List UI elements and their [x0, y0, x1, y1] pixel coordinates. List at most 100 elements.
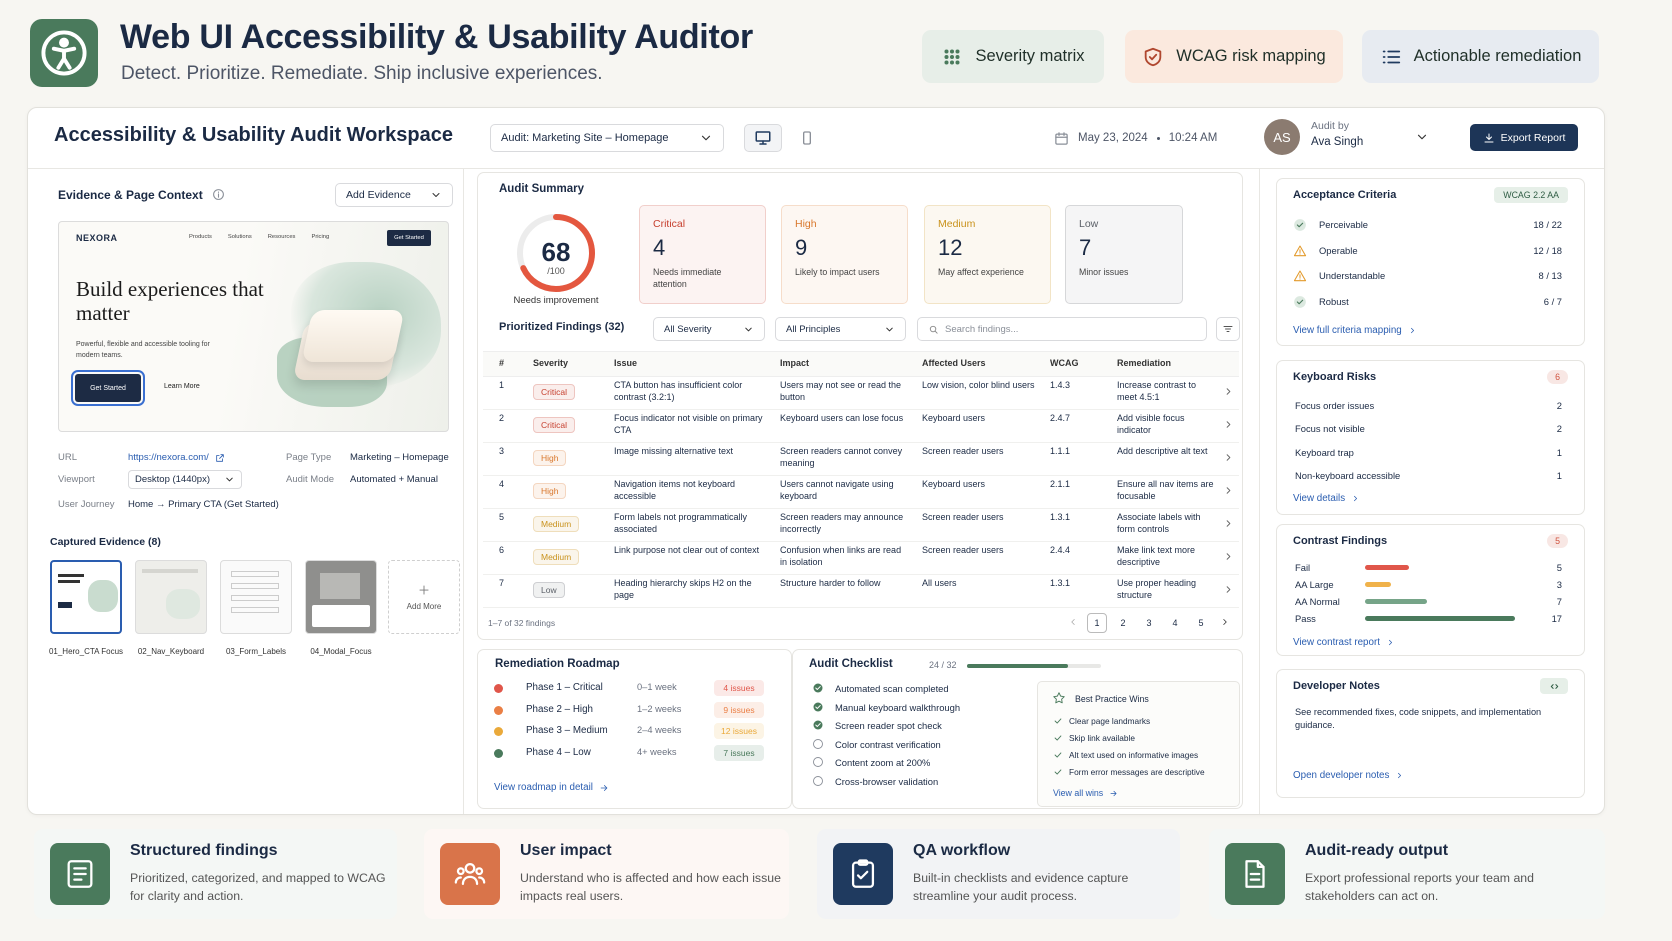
icon[interactable] — [1223, 518, 1234, 529]
divider — [28, 168, 1604, 169]
icon-part — [1293, 245, 1307, 256]
icon-part — [1388, 639, 1392, 646]
icon-part — [1484, 133, 1494, 142]
icon — [1053, 716, 1063, 726]
icon — [1386, 638, 1395, 647]
filter-dropdown[interactable]: All Principles — [775, 317, 906, 341]
table-footer: 1–7 of 32 findings — [488, 618, 556, 628]
page-button[interactable]: 4 — [1172, 618, 1178, 628]
section-title: Captured Evidence (8) — [50, 536, 161, 548]
search-placeholder: Search findings... — [945, 323, 1019, 335]
table-cell: Image missing alternative text — [614, 446, 734, 456]
audit-datetime: May 23, 2024 10:24 AM — [1054, 128, 1217, 148]
table-cell: Focus indicator not visible on primary C… — [614, 413, 763, 435]
context-label: Page Type — [286, 452, 332, 463]
contrast-bar — [1365, 616, 1515, 621]
thumb-art — [88, 580, 118, 612]
icon[interactable] — [1223, 452, 1234, 463]
phase-dot — [494, 748, 503, 758]
icon[interactable] — [1223, 419, 1234, 430]
icon-part — [1145, 47, 1162, 66]
phase-name: Phase 4 – Low — [526, 746, 591, 758]
icon-part — [1398, 772, 1402, 779]
audit-select[interactable]: Audit: Marketing Site – Homepage — [490, 124, 724, 152]
evidence-thumbnail[interactable] — [135, 560, 207, 634]
page-button[interactable]: 3 — [1146, 618, 1152, 628]
contrast-name: Pass — [1295, 613, 1316, 624]
icon-part — [59, 37, 69, 48]
page-button[interactable]: 2 — [1120, 618, 1126, 628]
feature-icon — [1225, 843, 1285, 905]
icon[interactable] — [1220, 617, 1230, 627]
add-more-label: Add More — [406, 602, 442, 611]
desktop-view-button[interactable] — [744, 124, 782, 152]
severity-card: Low 7 Minor issues — [1065, 205, 1183, 304]
icon[interactable] — [1223, 386, 1234, 397]
filter-dropdown[interactable]: All Severity — [653, 317, 765, 341]
card-link[interactable]: View details — [1293, 493, 1360, 504]
icon — [812, 701, 824, 713]
filter-label: All Severity — [664, 323, 712, 335]
severity-pill: High — [533, 450, 567, 466]
icon — [1052, 691, 1066, 705]
filter-label: All Principles — [786, 323, 841, 335]
icon-part — [1294, 219, 1306, 231]
export-report-button[interactable]: Export Report — [1470, 124, 1578, 151]
icon-part — [1223, 326, 1233, 332]
icon — [812, 682, 824, 694]
evidence-thumbnail[interactable] — [305, 560, 377, 634]
contrast-findings-card: Contrast Findings 5 Fail 5 AA Large 3 AA Norma… — [1276, 524, 1585, 656]
icon-part — [701, 135, 711, 141]
icon-part — [950, 48, 955, 54]
icon — [754, 129, 772, 147]
icon-part — [1145, 47, 1162, 66]
icon[interactable] — [1223, 551, 1234, 562]
mobile-view-button[interactable] — [792, 124, 822, 152]
icon — [453, 857, 487, 891]
checklist-item: Manual keyboard walkthrough — [835, 701, 961, 713]
page-button[interactable]: 5 — [1198, 618, 1204, 628]
roadmap-link[interactable]: View roadmap in detail — [494, 782, 609, 793]
icon[interactable] — [1415, 130, 1429, 144]
icon-part — [1226, 388, 1231, 395]
page-button[interactable]: 1 — [1087, 613, 1107, 633]
icon — [1068, 617, 1078, 627]
icon-part — [1054, 735, 1062, 741]
table-cell: Add visible focus indicator — [1117, 413, 1185, 435]
severity-pill: Critical — [533, 384, 575, 400]
table-header-bg — [483, 351, 1239, 377]
context-value[interactable]: https://nexora.com/ — [128, 452, 225, 463]
evidence-thumbnail[interactable] — [50, 560, 122, 634]
icon-part — [454, 875, 486, 886]
filter-settings-button[interactable] — [1216, 317, 1240, 341]
add-evidence-button[interactable]: Add Evidence — [335, 183, 453, 207]
phase-issues: 12 issues — [714, 723, 764, 739]
contrast-name: AA Normal — [1295, 596, 1340, 607]
card-link[interactable]: Open developer notes — [1293, 770, 1404, 781]
severity-card: High 9 Likely to impact users — [781, 205, 908, 304]
table-cell: 2.4.7 — [1050, 413, 1071, 423]
icon — [1053, 767, 1063, 777]
wins-link[interactable]: View all wins — [1053, 788, 1118, 798]
icon-part — [1226, 586, 1231, 593]
highlight-label: WCAG risk mapping — [1176, 47, 1326, 65]
table-cell: Screen reader users — [922, 545, 1004, 555]
icon-part — [1054, 769, 1062, 775]
context-value[interactable]: Desktop (1440px) — [128, 470, 242, 489]
card-link[interactable]: View full criteria mapping — [1293, 325, 1417, 336]
icon-part — [955, 54, 960, 59]
add-evidence-label: Add Evidence — [346, 189, 411, 201]
section-title: Acceptance Criteria — [1293, 189, 1397, 201]
icon[interactable] — [1223, 485, 1234, 496]
icon-part — [432, 193, 440, 197]
table-cell: Low vision, color blind users — [922, 380, 1035, 390]
search-findings[interactable]: Search findings... — [917, 317, 1207, 341]
risk-count: 2 — [1556, 423, 1562, 435]
evidence-thumbnail[interactable] — [220, 560, 292, 634]
add-more-button[interactable]: Add More — [388, 560, 460, 634]
win-item: Form error messages are descriptive — [1069, 767, 1205, 777]
icon-part — [41, 30, 87, 76]
severity-pill: Critical — [533, 417, 575, 433]
icon[interactable] — [1223, 584, 1234, 595]
card-link[interactable]: View contrast report — [1293, 637, 1395, 648]
